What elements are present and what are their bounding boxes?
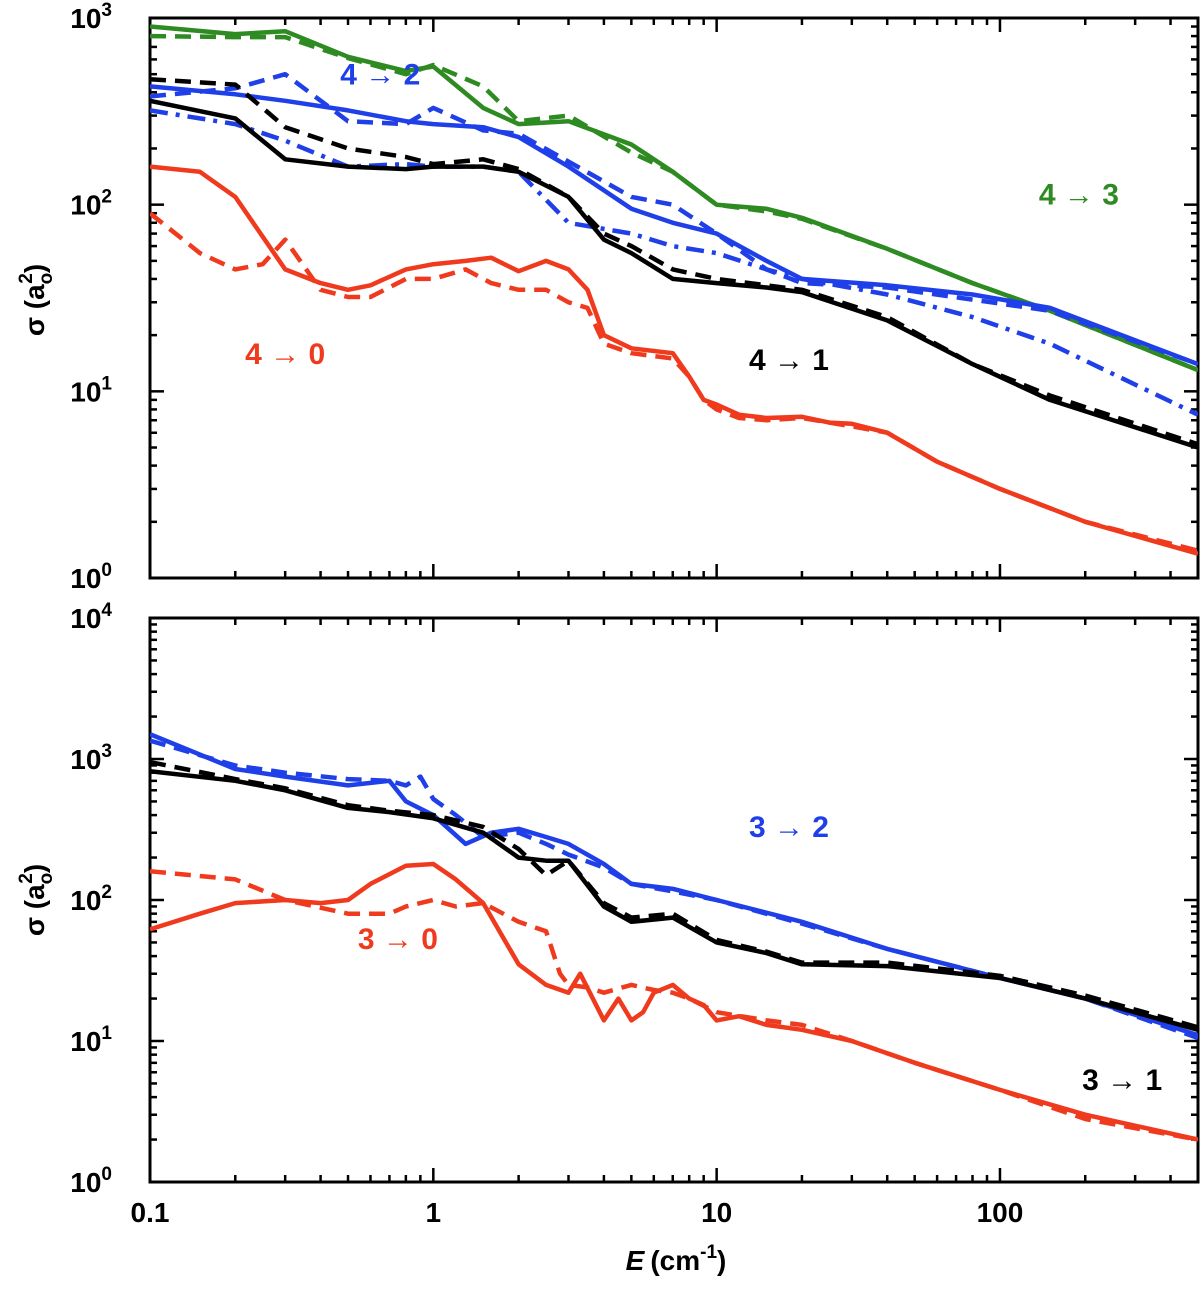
series-line xyxy=(150,868,1198,1142)
series-line xyxy=(150,211,1198,553)
top-y-tick-labels: 100 101 102 103 xyxy=(70,0,112,594)
y-tick-label: 101 xyxy=(70,1023,112,1057)
y-tick-label: 100 xyxy=(70,1164,112,1198)
x-axis-label: E (cm-1) xyxy=(626,1242,727,1276)
x-tick-label: 0.1 xyxy=(131,1197,170,1228)
series-line xyxy=(150,759,1198,1030)
y-tick-label: 103 xyxy=(70,0,112,34)
x-tick-label: 10 xyxy=(701,1197,732,1228)
bottom-ticks xyxy=(148,616,1200,1184)
bottom-y-axis-label: σ (ao2) xyxy=(16,864,57,936)
x-tick-label: 100 xyxy=(977,1197,1024,1228)
x-tick-labels: 0.1 1 10 100 xyxy=(131,1197,1024,1228)
series-line xyxy=(150,861,1198,1142)
series-line xyxy=(150,164,1198,556)
series-line xyxy=(150,108,1198,417)
bottom-series xyxy=(150,732,1198,1142)
series-annotation: 3 → 2 xyxy=(749,811,829,844)
series-line xyxy=(150,98,1198,450)
y-tick-label: 102 xyxy=(70,882,112,916)
top-series xyxy=(150,24,1198,556)
series-line xyxy=(150,33,1198,373)
series-line xyxy=(150,84,1198,367)
series-line xyxy=(150,76,1198,447)
y-tick-label: 104 xyxy=(70,600,112,634)
series-annotation: 4 → 3 xyxy=(1039,179,1119,212)
series-annotation: 4 → 1 xyxy=(749,344,829,377)
series-annotation: 4 → 0 xyxy=(245,338,325,371)
series-annotation: 4 → 2 xyxy=(340,59,420,92)
series-line xyxy=(150,71,1198,367)
top-annotations: 4 → 3 4 → 2 4 → 0 4 → 1 xyxy=(245,59,1119,378)
series-annotation: 3 → 1 xyxy=(1082,1064,1162,1097)
bottom-y-tick-labels: 100 101 102 103 104 xyxy=(70,600,112,1198)
y-tick-label: 102 xyxy=(70,187,112,221)
y-tick-label: 101 xyxy=(70,373,112,407)
y-tick-label: 100 xyxy=(70,560,112,594)
series-annotation: 3 → 0 xyxy=(358,923,438,956)
bottom-annotations: 3 → 2 3 → 0 3 → 1 xyxy=(358,811,1162,1097)
top-y-axis-label: σ (ao2) xyxy=(16,264,57,336)
y-tick-label: 103 xyxy=(70,741,112,775)
x-tick-label: 1 xyxy=(426,1197,442,1228)
top-panel: 100 101 102 103 4 → 3 4 → 2 4 → 0 4 → 1 σ (ao2… xyxy=(16,0,1200,594)
